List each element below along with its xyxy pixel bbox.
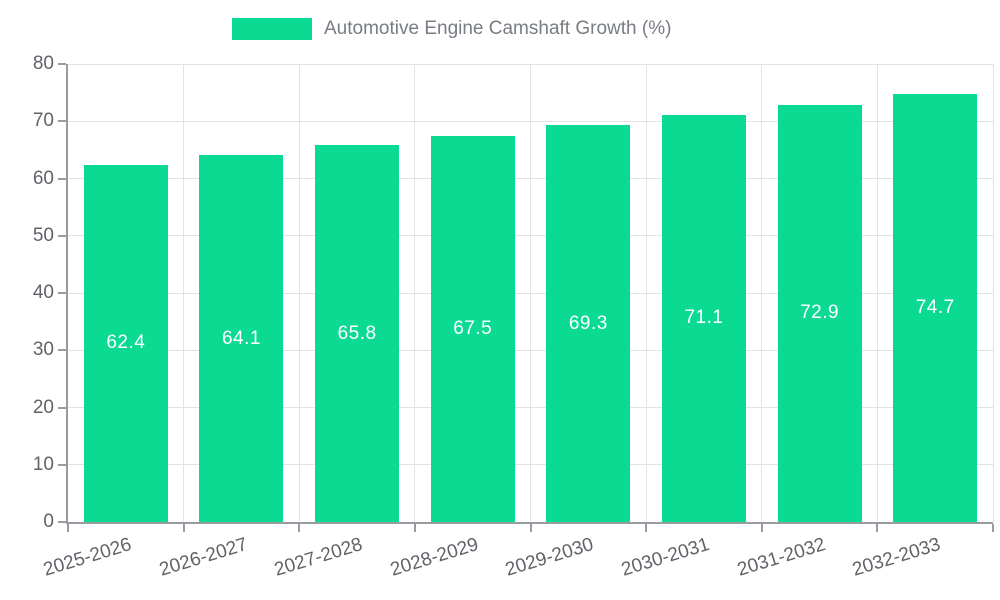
x-gridline bbox=[183, 64, 185, 522]
bar-value-label: 67.5 bbox=[453, 317, 493, 339]
y-tick-mark bbox=[58, 63, 66, 65]
y-tick-mark bbox=[58, 292, 66, 294]
y-tick-mark bbox=[58, 234, 66, 237]
bar-2028-2029: 67.5 bbox=[430, 135, 515, 522]
y-axis-tick-label: 80 bbox=[32, 53, 54, 74]
plot-area: 0 10 20 30 40 50 60 70 80 62.4 2025-2026 64.1 2026-2… bbox=[33, 53, 994, 581]
x-tick-mark bbox=[298, 524, 301, 532]
y-axis-tick-label: 40 bbox=[32, 282, 54, 303]
x-gridline bbox=[876, 64, 878, 522]
x-tick-mark bbox=[876, 524, 879, 532]
x-axis-tick-label: 2026-2027 bbox=[156, 534, 250, 581]
y-axis-tick-label: 70 bbox=[32, 110, 54, 132]
x-tick-mark bbox=[760, 524, 763, 532]
y-axis-tick-label: 30 bbox=[32, 339, 54, 361]
y-tick-mark bbox=[58, 177, 66, 180]
y-axis-tick-label: 50 bbox=[32, 224, 54, 246]
legend-swatch[interactable] bbox=[232, 18, 312, 40]
bar-value-label: 65.8 bbox=[337, 322, 377, 344]
y-axis-tick-label: 20 bbox=[32, 396, 54, 418]
y-tick-mark bbox=[58, 521, 66, 523]
x-tick-mark bbox=[529, 524, 532, 532]
y-tick-mark bbox=[58, 349, 66, 352]
x-axis-tick-label: 2032-2033 bbox=[850, 534, 944, 581]
bar-value-label: 71.1 bbox=[684, 307, 724, 329]
x-axis-tick-label: 2030-2031 bbox=[619, 534, 713, 581]
legend[interactable]: Automotive Engine Camshaft Growth (%) bbox=[232, 18, 671, 40]
bar-value-label: 72.9 bbox=[800, 302, 840, 324]
bar-value-label: 62.4 bbox=[106, 332, 146, 354]
x-axis-tick-label: 2027-2028 bbox=[272, 534, 366, 581]
y-axis-tick-label: 10 bbox=[32, 453, 54, 475]
x-tick-mark bbox=[67, 524, 69, 532]
bar-2027-2028: 65.8 bbox=[315, 145, 400, 522]
bar-value-label: 64.1 bbox=[221, 327, 261, 349]
bar-2025-2026: 62.4 bbox=[83, 164, 168, 522]
bar-2032-2033: 74.7 bbox=[893, 94, 978, 522]
x-tick-mark bbox=[645, 524, 648, 532]
bar-2030-2031: 71.1 bbox=[661, 114, 746, 522]
x-gridline bbox=[992, 64, 994, 522]
x-gridline bbox=[414, 64, 416, 522]
x-axis-tick-label: 2031-2032 bbox=[734, 534, 828, 581]
legend-label[interactable]: Automotive Engine Camshaft Growth (%) bbox=[324, 18, 672, 39]
x-axis-tick-label: 2028-2029 bbox=[387, 534, 481, 581]
y-tick-mark bbox=[58, 406, 66, 409]
bar-2031-2032: 72.9 bbox=[777, 104, 862, 522]
y-tick-mark bbox=[58, 120, 66, 123]
bar-value-label: 74.7 bbox=[915, 297, 955, 319]
x-tick-mark bbox=[182, 524, 185, 532]
x-gridline bbox=[530, 64, 531, 522]
x-gridline bbox=[645, 64, 647, 522]
x-tick-mark bbox=[413, 524, 416, 532]
y-axis-tick-label: 60 bbox=[32, 167, 54, 189]
bar-value-label: 69.3 bbox=[568, 312, 608, 334]
bar-2029-2030: 69.3 bbox=[546, 125, 631, 522]
x-tick-mark bbox=[992, 524, 994, 532]
y-axis-line bbox=[66, 64, 68, 522]
x-axis-line bbox=[66, 522, 993, 524]
y-axis-tick-label: 0 bbox=[43, 511, 54, 532]
x-gridline bbox=[298, 64, 300, 522]
bar-2026-2027: 64.1 bbox=[199, 155, 284, 522]
x-axis-tick-label: 2025-2026 bbox=[40, 534, 134, 581]
y-tick-mark bbox=[58, 463, 66, 466]
x-axis-tick-label: 2029-2030 bbox=[503, 534, 597, 581]
x-gridline bbox=[761, 64, 763, 522]
